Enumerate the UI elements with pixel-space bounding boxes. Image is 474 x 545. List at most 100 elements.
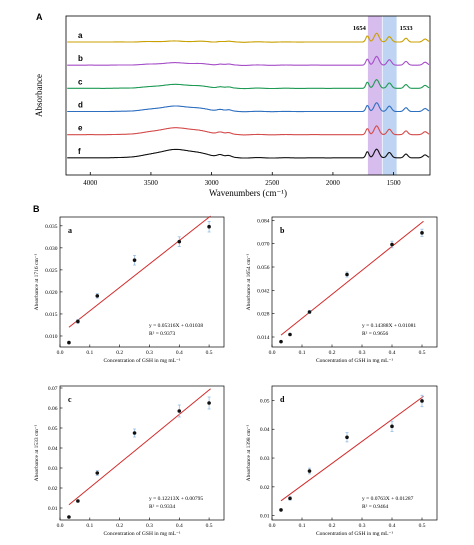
spectra-frame [65,15,431,176]
y-tick-label: 0.028 [257,312,270,318]
y-tick-label: 0.025 [45,268,58,274]
y-axis-title: Absorbance at 1654 cm⁻¹ [246,253,252,310]
fit-equation: y = 0.14388X + 0.01081 [362,323,416,329]
data-point [345,435,349,440]
spectrum-line-c [67,78,430,90]
y-tick-label: 0.02 [48,486,58,492]
data-point [132,431,137,435]
x-tick-label: 0.4 [176,523,183,529]
x-axis-title: Concentration of GSH in mg mL⁻¹ [316,530,393,537]
data-point [177,239,182,244]
spectrum-line-d [67,102,430,113]
x-axis-title: Concentration of GSH in mg mL⁻¹ [316,357,393,364]
x-tick-label: 0.0 [269,350,276,356]
fit-line [68,215,211,328]
y-tick-label: 0.01 [260,514,270,520]
x-tick-label: 1500 [387,179,402,187]
data-point [345,272,349,277]
y-tick-label: 0.05 [48,426,58,432]
x-tick-label: 0.5 [206,350,213,356]
x-tick-label: 0.4 [176,350,183,356]
subplot-letter: b [280,226,285,235]
fit-equation: y = 0.05316X + 0.01038 [149,323,203,329]
y-tick-label: 0.035 [45,224,58,230]
data-point [67,340,71,345]
plot-frame [59,216,225,348]
calibration-panel-d: d 0.0 0.1 0.2 0.3 0.4 0.5 0.01 0.02 0.03 0.04 0.05 y… [246,385,438,537]
trace-label-b: b [78,54,83,63]
x-tick-label: 0.5 [206,523,213,529]
fit-line [68,388,211,506]
y-tick-label: 0.04 [48,446,58,452]
fit-equation: y = 0.12213X + 0.00795 [149,496,203,502]
y-tick-label: 0.03 [48,466,58,472]
data-point [76,319,80,324]
y-tick-label: 0.03 [260,456,270,462]
data-point [307,469,312,473]
data-point [67,515,71,519]
y-tick-label: 0.030 [45,246,58,252]
fit-r-squared: R² = 0.9464 [362,504,389,510]
panel-label-a: A [36,12,43,22]
plot-frame [59,385,225,521]
panel-label-b: B [33,204,40,214]
x-tick-label: 2500 [265,179,280,187]
y-tick-label: 0.05 [260,398,270,404]
calibration-panel-b: b 0.0 0.1 0.2 0.3 0.4 0.5 0.014 0.028 0.042 0.056 0… [246,216,438,364]
y-tick-label: 0.010 [45,334,58,340]
x-tick-label: 0.5 [419,350,426,356]
fit-line [280,395,424,502]
data-point [279,508,283,512]
data-point [390,242,394,247]
data-point [95,471,100,475]
data-point [420,399,424,403]
data-point [279,339,283,344]
data-point [288,496,292,501]
x-tick-label: 0.1 [86,350,93,356]
data-point [390,424,394,429]
trace-label-d: d [78,101,83,110]
calibration-panel-a: a 0.0 0.1 0.2 0.3 0.4 0.5 0.010 0.015 0.020 0.025 0… [34,215,225,364]
y-tick-label: 0.07 [48,386,58,392]
data-point [132,258,137,262]
data-point [207,224,211,229]
subplot-letter: a [68,226,72,235]
x-tick-label: 3000 [205,179,220,187]
spectrum-line-e [67,125,430,136]
trace-label-a: a [78,31,83,40]
y-axis-title: Absorbance [34,74,44,117]
data-point [420,231,424,235]
subplot-letter: d [280,395,285,404]
y-tick-label: 0.070 [257,242,270,248]
trace-label-e: e [78,124,83,133]
subplot-letter: c [68,395,72,404]
plot-frame [271,385,438,521]
y-tick-label: 0.084 [257,218,270,224]
x-tick-label: 3500 [144,179,159,187]
spectrum-line-b [67,55,430,66]
x-tick-label: 0.2 [329,523,336,529]
x-axis-title: Concentration of GSH in mg mL⁻¹ [103,530,180,537]
x-tick-label: 2000 [326,179,341,187]
y-axis-title: Absorbance at 1398 cm⁻¹ [246,424,252,481]
x-tick-label: 0.1 [299,523,306,529]
fit-r-squared: R² = 0.9373 [149,331,176,337]
highlight-band-1654 [367,16,382,175]
data-point [95,294,100,298]
y-tick-label: 0.056 [257,265,270,271]
peak-label-1654: 1654 [353,25,367,32]
x-tick-label: 0.5 [419,523,426,529]
y-tick-label: 0.04 [260,427,270,433]
spectrum-line-f [67,148,430,159]
trace-label-f: f [78,147,81,156]
fit-equation: y = 0.0763X + 0.01287 [362,496,414,502]
data-point [307,310,312,314]
x-tick-label: 0.0 [57,350,64,356]
y-axis-title: Absorbance at 1533 cm⁻¹ [34,424,40,481]
y-tick-label: 0.01 [48,506,58,512]
fit-r-squared: R² = 0.9334 [149,504,176,510]
y-tick-label: 0.042 [257,288,270,294]
x-tick-label: 0.3 [359,350,366,356]
x-tick-label: 0.4 [389,523,396,529]
